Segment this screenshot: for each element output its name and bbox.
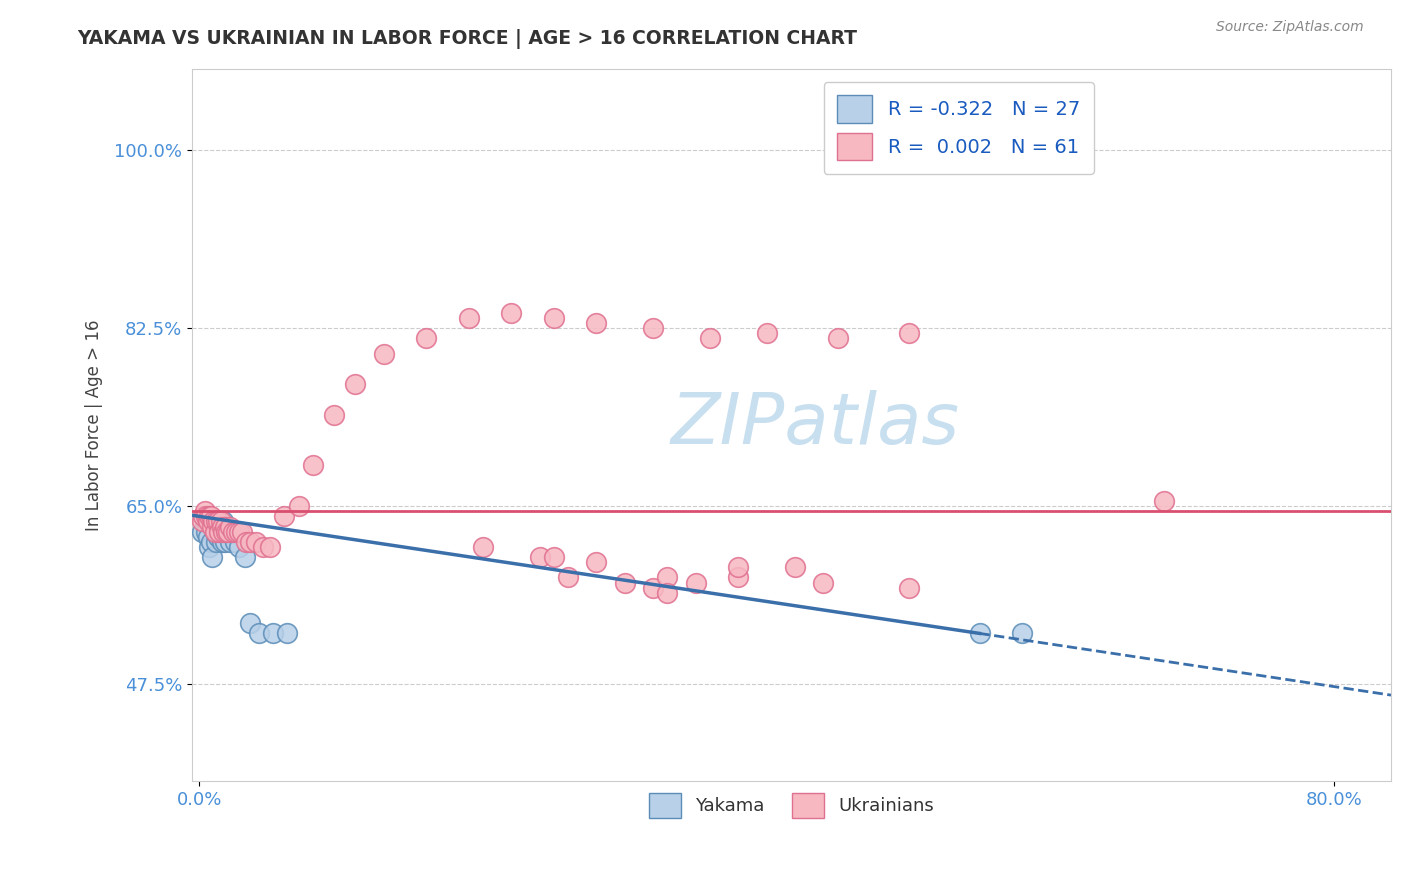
Point [585, 555, 607, 569]
Point [208, 524, 231, 539]
Text: YAKAMA VS UKRAINIAN IN LABOR FORCE | AGE > 16 CORRELATION CHART: YAKAMA VS UKRAINIAN IN LABOR FORCE | AGE… [77, 29, 858, 48]
Point [197, 515, 219, 529]
Point [204, 524, 226, 539]
Point [202, 515, 225, 529]
Point [200, 534, 222, 549]
Point [727, 570, 749, 584]
Point [212, 515, 235, 529]
Point [415, 331, 437, 345]
Point [201, 519, 224, 533]
Point [501, 306, 523, 320]
Text: Source: ZipAtlas.com: Source: ZipAtlas.com [1216, 20, 1364, 34]
Point [613, 575, 636, 590]
Point [472, 540, 495, 554]
Point [1153, 494, 1175, 508]
Point [219, 519, 242, 533]
Point [207, 530, 229, 544]
Point [200, 509, 222, 524]
Point [231, 524, 253, 539]
Point [897, 326, 920, 340]
Point [259, 540, 281, 554]
Point [194, 515, 217, 529]
Point [643, 321, 665, 335]
Point [198, 509, 221, 524]
Point [191, 515, 214, 529]
Point [194, 504, 217, 518]
Point [827, 331, 849, 345]
Point [276, 626, 298, 640]
Point [204, 524, 226, 539]
Point [273, 509, 295, 524]
Y-axis label: In Labor Force | Age > 16: In Labor Force | Age > 16 [86, 319, 103, 531]
Point [195, 524, 218, 539]
Point [643, 581, 665, 595]
Point [529, 550, 551, 565]
Point [247, 626, 270, 640]
Point [205, 534, 228, 549]
Point [344, 377, 367, 392]
Point [193, 509, 215, 524]
Point [228, 540, 250, 554]
Point [217, 524, 239, 539]
Point [235, 534, 257, 549]
Point [969, 626, 991, 640]
Point [224, 534, 246, 549]
Point [191, 524, 214, 539]
Point [813, 575, 835, 590]
Point [262, 626, 284, 640]
Point [214, 519, 236, 533]
Point [217, 524, 239, 539]
Point [211, 534, 233, 549]
Point [585, 316, 607, 330]
Point [239, 534, 262, 549]
Point [699, 331, 721, 345]
Point [373, 346, 395, 360]
Point [205, 515, 228, 529]
Point [287, 499, 309, 513]
Point [543, 550, 565, 565]
Point [211, 519, 233, 533]
Point [727, 560, 749, 574]
Point [1011, 626, 1033, 640]
Point [215, 524, 238, 539]
Point [197, 530, 219, 544]
Point [228, 524, 250, 539]
Point [207, 515, 229, 529]
Point [198, 540, 221, 554]
Legend: Yakama, Ukrainians: Yakama, Ukrainians [641, 786, 942, 825]
Point [214, 534, 236, 549]
Point [219, 534, 242, 549]
Point [245, 534, 267, 549]
Point [202, 515, 225, 529]
Point [457, 310, 479, 325]
Point [252, 540, 274, 554]
Point [685, 575, 707, 590]
Point [222, 524, 245, 539]
Point [212, 524, 235, 539]
Point [208, 524, 231, 539]
Point [225, 524, 247, 539]
Text: ZIPatlas: ZIPatlas [671, 391, 960, 459]
Point [201, 550, 224, 565]
Point [209, 515, 232, 529]
Point [657, 570, 679, 584]
Point [239, 616, 262, 631]
Point [785, 560, 807, 574]
Point [657, 585, 679, 599]
Point [301, 458, 323, 473]
Point [323, 408, 346, 422]
Point [557, 570, 579, 584]
Point [233, 550, 256, 565]
Point [543, 310, 565, 325]
Point [209, 530, 232, 544]
Point [897, 581, 920, 595]
Point [195, 509, 218, 524]
Point [755, 326, 778, 340]
